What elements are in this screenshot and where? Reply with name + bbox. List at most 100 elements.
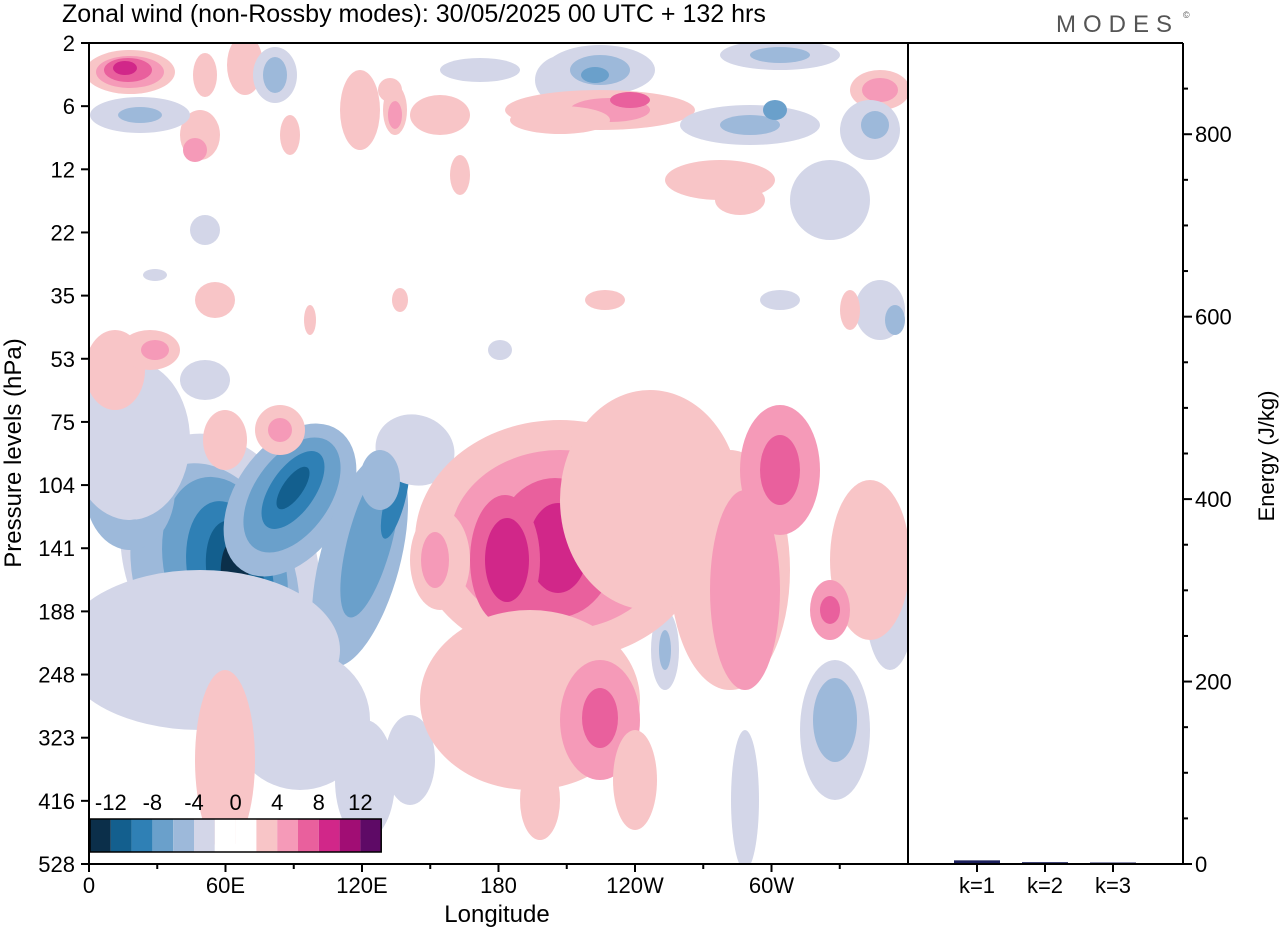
contour-region <box>360 450 400 510</box>
pressure-tick-label: 22 <box>51 220 75 245</box>
contour-region <box>118 107 162 123</box>
contour-region <box>520 760 560 840</box>
colorbar-label: 0 <box>229 790 241 815</box>
colorbar-label: -12 <box>95 790 127 815</box>
colorbar-swatch <box>214 819 236 852</box>
bar-category-label: k=1 <box>959 873 995 898</box>
colorbar-swatch <box>235 819 257 852</box>
contour-region <box>190 215 220 245</box>
pressure-tick-label: 6 <box>63 94 75 119</box>
colorbar-swatch <box>360 819 382 852</box>
contour-region <box>385 715 435 805</box>
energy-tick-label: 200 <box>1195 670 1232 695</box>
contour-region <box>820 596 840 624</box>
energy-tick-label: 600 <box>1195 305 1232 330</box>
energy-bar <box>954 860 1000 864</box>
contour-region <box>731 730 759 864</box>
contour-region <box>830 480 908 640</box>
contour-region <box>763 100 787 120</box>
colorbar-legend: -12 -8 -4 0 4 8 12 <box>89 790 382 853</box>
longitude-tick-label: 0 <box>83 873 95 898</box>
energy-tick-label: 400 <box>1195 487 1232 512</box>
pressure-tick-label: 104 <box>38 473 75 498</box>
contour-region <box>488 340 512 360</box>
contour-region <box>195 670 255 850</box>
contour-region <box>280 115 300 155</box>
pressure-tick-label: 141 <box>38 536 75 561</box>
contour-region <box>378 78 402 102</box>
energy-axis: 0 200 400 600 800 <box>1183 87 1232 877</box>
contour-region <box>410 95 470 135</box>
colorbar-label: -4 <box>184 790 204 815</box>
contour-region <box>813 678 857 762</box>
contour-region <box>195 282 235 318</box>
longitude-tick-label: 120W <box>606 873 664 898</box>
energy-tick-label: 800 <box>1195 122 1232 147</box>
contour-region <box>113 61 137 75</box>
pressure-tick-label: 35 <box>51 284 75 309</box>
contour-region <box>582 688 618 748</box>
contour-region <box>450 155 470 195</box>
longitude-tick-label: 60E <box>206 873 245 898</box>
colorbar-label: -8 <box>143 790 163 815</box>
colorbar-frame <box>89 818 382 853</box>
contour-region <box>760 290 800 310</box>
pressure-axis: 2 6 12 22 35 53 75 104 141 188 248 323 416 528 <box>38 31 89 877</box>
colorbar-label: 8 <box>313 790 325 815</box>
contour-region <box>421 532 449 588</box>
energy-tick-label: 0 <box>1195 852 1207 877</box>
longitude-tick-label: 60W <box>749 873 794 898</box>
contour-region <box>304 305 316 335</box>
colorbar-label: 4 <box>271 790 283 815</box>
contour-region <box>193 53 217 97</box>
colorbar-swatch <box>173 819 194 852</box>
contour-region <box>263 57 287 93</box>
pressure-tick-label: 188 <box>38 599 75 624</box>
bar-background <box>908 43 1183 864</box>
pressure-tick-label: 2 <box>63 31 75 56</box>
contour-region <box>613 730 657 830</box>
contour-region <box>485 518 529 602</box>
energy-bar-panel: k=1 k=2 k=3 <box>908 43 1183 898</box>
colorbar-swatch <box>131 819 153 852</box>
contour-region <box>230 650 370 790</box>
contour-region <box>790 160 870 240</box>
pressure-tick-label: 416 <box>38 789 75 814</box>
contour-region <box>340 70 380 150</box>
bar-category-label: k=2 <box>1027 873 1063 898</box>
contour-region <box>335 720 395 840</box>
contour-region <box>715 185 765 215</box>
y-axis-label: Pressure levels (hPa) <box>0 338 27 567</box>
longitude-tick-label: 120E <box>336 873 387 898</box>
colorbar-swatch <box>90 819 111 852</box>
contour-region <box>276 466 310 510</box>
contour-region <box>203 410 247 470</box>
x-axis-label: Longitude <box>444 901 549 928</box>
contour-region <box>268 418 292 442</box>
contour-region <box>720 115 780 135</box>
contour-region <box>610 92 650 108</box>
contour-region <box>840 290 860 330</box>
contour-region <box>710 490 780 690</box>
contour-region <box>581 67 609 83</box>
pressure-tick-label: 528 <box>38 852 75 877</box>
colorbar-swatch <box>298 819 319 852</box>
contour-region <box>885 305 905 335</box>
colorbar-label: 12 <box>348 790 372 815</box>
contour-region <box>659 630 671 670</box>
colorbar-swatch <box>110 819 132 852</box>
colorbar-swatch <box>256 819 278 852</box>
contour-region <box>861 111 889 139</box>
contour-region <box>392 288 408 312</box>
contour-region <box>143 269 167 281</box>
contour-region <box>510 106 610 134</box>
colorbar-swatch <box>194 819 215 852</box>
pressure-tick-label: 53 <box>51 347 75 372</box>
contour-region <box>862 78 898 102</box>
longitude-tick-label: 180 <box>480 873 517 898</box>
chart-title: Zonal wind (non-Rossby modes): 30/05/202… <box>62 0 766 28</box>
pressure-tick-label: 12 <box>51 157 75 182</box>
colorbar-swatch <box>339 819 361 852</box>
